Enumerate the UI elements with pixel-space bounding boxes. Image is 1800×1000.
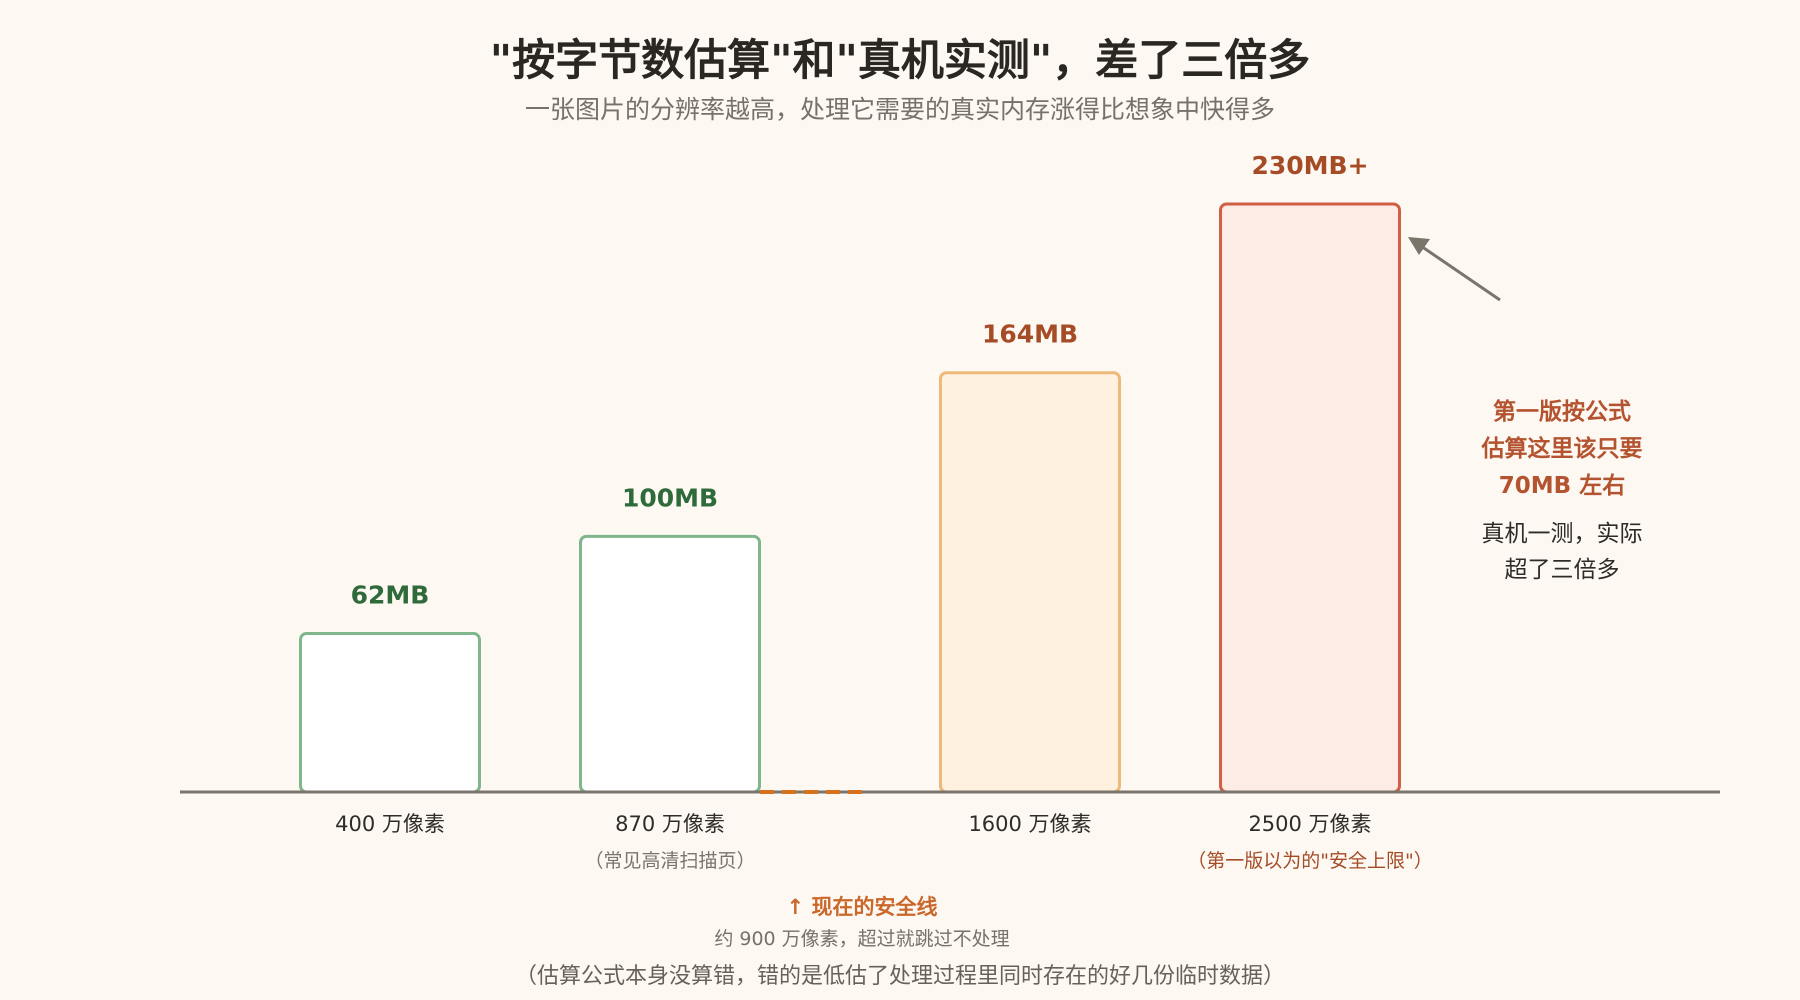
annotation-text-line-2: 超了三倍多 <box>1505 557 1620 583</box>
safety-line-subtitle: 约 900 万像素，超过就跳过不处理 <box>714 928 1009 950</box>
value-label-4: 230MB+ <box>1251 151 1368 180</box>
annotation-strong-line-2: 估算这里该只要 <box>1481 435 1643 462</box>
bar-4 <box>1219 202 1401 794</box>
chart-subtitle: 一张图片的分辨率越高，处理它需要的真实内存涨得比想象中快得多 <box>525 95 1275 124</box>
value-label-1: 62MB <box>351 580 430 609</box>
bar-1 <box>299 631 481 794</box>
category-label-3: 1600 万像素 <box>968 812 1091 836</box>
chart-title: "按字节数估算"和"真机实测"，差了三倍多 <box>490 36 1311 86</box>
annotation-arrow-line <box>1417 242 1501 302</box>
category-note-4: （第一版以为的"安全上限"） <box>1187 850 1432 872</box>
bar-3 <box>939 371 1121 794</box>
annotation-text-line-1: 真机一测，实际 <box>1482 521 1643 547</box>
safety-line-title: ↑ 现在的安全线 <box>787 895 938 919</box>
chart-footnote: （估算公式本身没算错，错的是低估了处理过程里同时存在的好几份临时数据） <box>515 964 1285 989</box>
annotation-strong-line-3: 70MB 左右 <box>1499 472 1625 499</box>
value-label-2: 100MB <box>622 483 718 512</box>
labels-group: 62MB 400 万像素 100MB 870 万像素 （常见高清扫描页） 164MB 160… <box>335 151 1433 872</box>
annotation-strong-line-1: 第一版按公式 <box>1493 398 1631 425</box>
category-note-2: （常见高清扫描页） <box>584 850 755 872</box>
bars-group <box>299 202 1401 794</box>
category-label-2: 870 万像素 <box>615 812 725 836</box>
value-label-3: 164MB <box>982 320 1078 349</box>
annotation-arrow-head <box>1408 237 1430 255</box>
bar-2 <box>579 534 761 794</box>
category-label-4: 2500 万像素 <box>1248 812 1371 836</box>
category-label-1: 400 万像素 <box>335 812 445 836</box>
